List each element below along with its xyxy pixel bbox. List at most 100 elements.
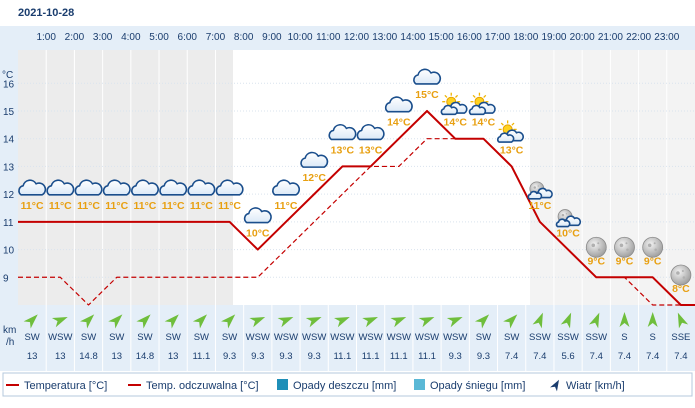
moon-icon <box>585 236 607 258</box>
wind-unit-bottom: /h <box>6 337 14 348</box>
feels-like-temperature-line <box>18 138 695 306</box>
cloud-shape <box>74 179 103 196</box>
wind-speed: 9.3 <box>449 351 462 362</box>
wind-direction: SW <box>24 332 39 343</box>
wind-direction: SW <box>81 332 96 343</box>
wind-cell: WSW 11.1 <box>330 316 355 362</box>
legend-square-symbol <box>414 379 425 390</box>
cloud-icon <box>328 124 357 141</box>
wind-speed: 7.4 <box>590 351 603 362</box>
cloud-icon <box>102 179 131 196</box>
wind-arrow-icon <box>503 314 518 329</box>
grid-lines <box>18 50 695 371</box>
hour-label: 20:00 <box>570 32 595 43</box>
temperature-labels: 11°C 11°C 11°C 11°C 11°C 11°C 11°C 11°C 10°C 11°C… <box>21 89 690 295</box>
wind-cell: SW 13 <box>23 314 40 362</box>
cloud-shape <box>300 151 329 168</box>
cloud-shape <box>272 179 300 196</box>
sun-cloud-icon <box>496 120 524 143</box>
wind-cell: WSW 11.1 <box>387 316 411 362</box>
hour-label: 5:00 <box>149 32 169 43</box>
wind-direction: WSW <box>274 332 298 343</box>
temperature-label: 13°C <box>331 144 355 156</box>
wind-direction: SW <box>476 332 491 343</box>
wind-arrow-icon <box>164 314 179 329</box>
wind-speed: 13 <box>168 351 179 362</box>
wind-direction: WSW <box>443 332 467 343</box>
cloud-icon <box>159 179 188 196</box>
hour-label: 14:00 <box>400 32 425 43</box>
wind-cell: SW 14.8 <box>79 314 98 362</box>
hour-label: 7:00 <box>206 32 226 43</box>
wind-direction: SW <box>137 332 152 343</box>
wind-speed: 9.3 <box>279 351 292 362</box>
temperature-label: 11°C <box>77 200 100 212</box>
wind-speed: 7.4 <box>618 351 631 362</box>
moon-crater <box>597 242 600 245</box>
wind-speed: 7.4 <box>646 351 659 362</box>
wind-cell: WSW 9.3 <box>302 316 326 362</box>
wind-direction: SW <box>222 332 237 343</box>
hour-label: 16:00 <box>457 32 482 43</box>
wind-speed: 9.3 <box>477 351 490 362</box>
y-tick-label: 12 <box>3 190 15 201</box>
wind-arrow-icon <box>23 314 38 329</box>
cloud-shape <box>243 207 272 224</box>
legend-square-symbol <box>277 379 288 390</box>
temperature-label: 11°C <box>105 200 128 212</box>
hour-label: 22:00 <box>626 32 651 43</box>
wind-speed: 11.1 <box>362 351 380 362</box>
wind-speed: 7.4 <box>533 351 546 362</box>
cloud-shape <box>102 179 131 196</box>
sun-ray <box>455 94 459 98</box>
cloud-icon <box>272 179 300 196</box>
moon-crater <box>682 276 686 279</box>
cloud-shape <box>131 179 159 196</box>
temperature-label: 9°C <box>616 255 634 267</box>
wind-direction: WSW <box>415 332 439 343</box>
sun-ray <box>483 94 487 98</box>
moon-icon <box>614 236 635 258</box>
weather-icons <box>18 68 692 286</box>
legend-label: Opady śniegu [mm] <box>430 380 525 392</box>
moon-crater <box>626 248 629 252</box>
wind-arrow-icon <box>560 312 572 329</box>
legend: Temperatura [°C] Temp. odczuwalna [°C] Opa… <box>6 379 625 392</box>
wind-arrow-icon <box>136 314 151 329</box>
wind-direction: SSW <box>529 332 551 343</box>
hour-label: 23:00 <box>654 32 679 43</box>
wind-speed: 5.6 <box>561 351 574 362</box>
y-tick-label: 10 <box>3 246 15 257</box>
cloud-shape <box>496 132 515 143</box>
moon-disc <box>642 236 664 258</box>
wind-arrow-icon <box>221 314 236 329</box>
sun-ray <box>511 122 515 126</box>
moon-crater <box>533 186 537 189</box>
wind-arrow-icon <box>334 316 350 328</box>
wind-arrow-icon <box>277 316 294 328</box>
temperature-line <box>18 109 695 306</box>
temperature-label: 13°C <box>500 144 524 156</box>
legend-box <box>2 372 693 397</box>
wind-cell: WSW 9.3 <box>246 316 270 362</box>
legend-label: Temperatura [°C] <box>24 380 107 392</box>
wind-arrow-icon <box>192 314 208 329</box>
moon-crater <box>676 271 680 275</box>
wind-cell: SW 13 <box>108 314 124 362</box>
temperature-label: 14°C <box>443 117 467 129</box>
wind-speed: 14.8 <box>79 351 98 362</box>
temperature-label: 9°C <box>644 255 662 267</box>
wind-direction: SW <box>109 332 124 343</box>
wind-arrow-icon <box>390 316 407 328</box>
forecast-date: 2021-10-28 <box>18 7 74 19</box>
wind-direction: SW <box>165 332 180 343</box>
cloud-shape <box>159 179 188 196</box>
temperature-label: 15°C <box>415 89 439 101</box>
moon-crater <box>654 248 657 252</box>
cloud-shape <box>527 190 543 200</box>
wind-direction: SSW <box>557 332 579 343</box>
temperature-label: 11°C <box>218 200 241 212</box>
wind-cell: SW 9.3 <box>474 314 491 362</box>
wind-arrow-icon <box>418 316 435 328</box>
temperature-label: 10°C <box>556 228 580 240</box>
